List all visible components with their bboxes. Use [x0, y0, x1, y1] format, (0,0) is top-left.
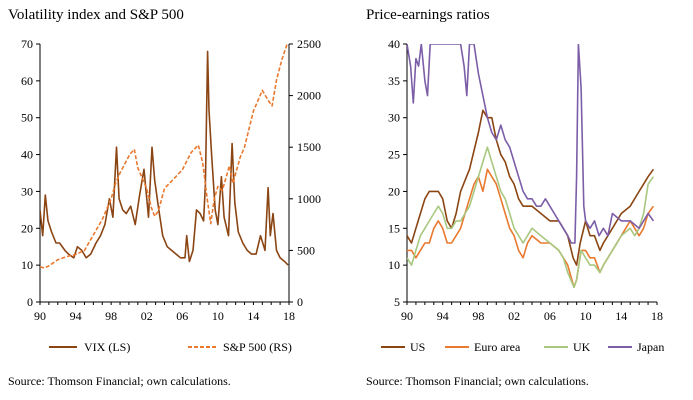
legend-label: S&P 500 (RS): [223, 340, 292, 354]
x-tick-label: 06: [176, 309, 188, 323]
chart-title: Volatility index and S&P 500: [8, 7, 184, 23]
legend-label: US: [410, 340, 425, 354]
legend-label: Euro area: [474, 340, 521, 354]
chart-title: Price-earnings ratios: [366, 7, 490, 23]
x-tick-label: 90: [401, 309, 413, 323]
series-line: [40, 44, 288, 269]
legend-label: Japan: [637, 340, 664, 354]
y-tick-label: 40: [388, 37, 400, 51]
y-tick-label-right: 2000: [297, 89, 321, 103]
series-line: [407, 44, 655, 244]
source-note: Source: Thomson Financial; own calculati…: [8, 374, 231, 388]
x-tick-label: 14: [615, 309, 627, 323]
x-tick-label: 90: [34, 309, 46, 323]
series-line: [407, 168, 655, 289]
y-tick-label: 20: [388, 184, 400, 198]
plot-area: 0 10 20 30 40 50 60 70 0 500 1000 1500 2000 2500 90 94 9…: [21, 37, 321, 354]
x-tick-label: 02: [508, 309, 520, 323]
y-tick-label: 25: [388, 148, 400, 162]
legend-label: VIX (LS): [84, 340, 130, 354]
x-tick-label: 94: [437, 309, 449, 323]
y-tick-label: 10: [388, 258, 400, 272]
x-tick-label: 02: [141, 309, 153, 323]
source-note: Source: Thomson Financial; own calculati…: [366, 374, 589, 388]
series-line: [407, 109, 655, 266]
x-tick-label: 18: [283, 309, 295, 323]
y-tick-label: 35: [388, 74, 400, 88]
y-tick-label: 70: [21, 37, 33, 51]
pe-ratios-panel: Price-earnings ratios 5 10 15 20 25 30 35 40 90 9…: [366, 7, 664, 388]
y-tick-label: 10: [21, 258, 33, 272]
x-tick-label: 10: [580, 309, 592, 323]
y-tick-label: 60: [21, 74, 33, 88]
y-tick-label: 20: [21, 221, 33, 235]
legend-label: UK: [573, 340, 591, 354]
y-tick-label-right: 1500: [297, 140, 321, 154]
series-line: [407, 146, 655, 289]
x-tick-label: 98: [105, 309, 117, 323]
y-tick-label: 5: [394, 295, 400, 309]
y-tick-label: 50: [21, 111, 33, 125]
y-tick-label-right: 500: [297, 243, 315, 257]
x-tick-label: 18: [651, 309, 663, 323]
y-tick-label-right: 0: [297, 295, 303, 309]
y-tick-label: 30: [21, 184, 33, 198]
y-tick-label: 0: [27, 295, 33, 309]
series-line: [40, 50, 289, 266]
y-tick-label-right: 1000: [297, 192, 321, 206]
y-tick-label-right: 2500: [297, 37, 321, 51]
x-tick-label: 10: [212, 309, 224, 323]
plot-area: 5 10 15 20 25 30 35 40 90 94 98 02 06 10 14 18 US Euro ar…: [381, 37, 664, 354]
x-tick-label: 06: [544, 309, 556, 323]
vix-sp500-panel: Volatility index and S&P 500 0 10 20 30 40 50…: [8, 7, 321, 388]
x-tick-label: 98: [472, 309, 484, 323]
y-tick-label: 40: [21, 148, 33, 162]
x-tick-label: 14: [247, 309, 259, 323]
x-tick-label: 94: [70, 309, 82, 323]
y-tick-label: 15: [388, 221, 400, 235]
y-tick-label: 30: [388, 111, 400, 125]
